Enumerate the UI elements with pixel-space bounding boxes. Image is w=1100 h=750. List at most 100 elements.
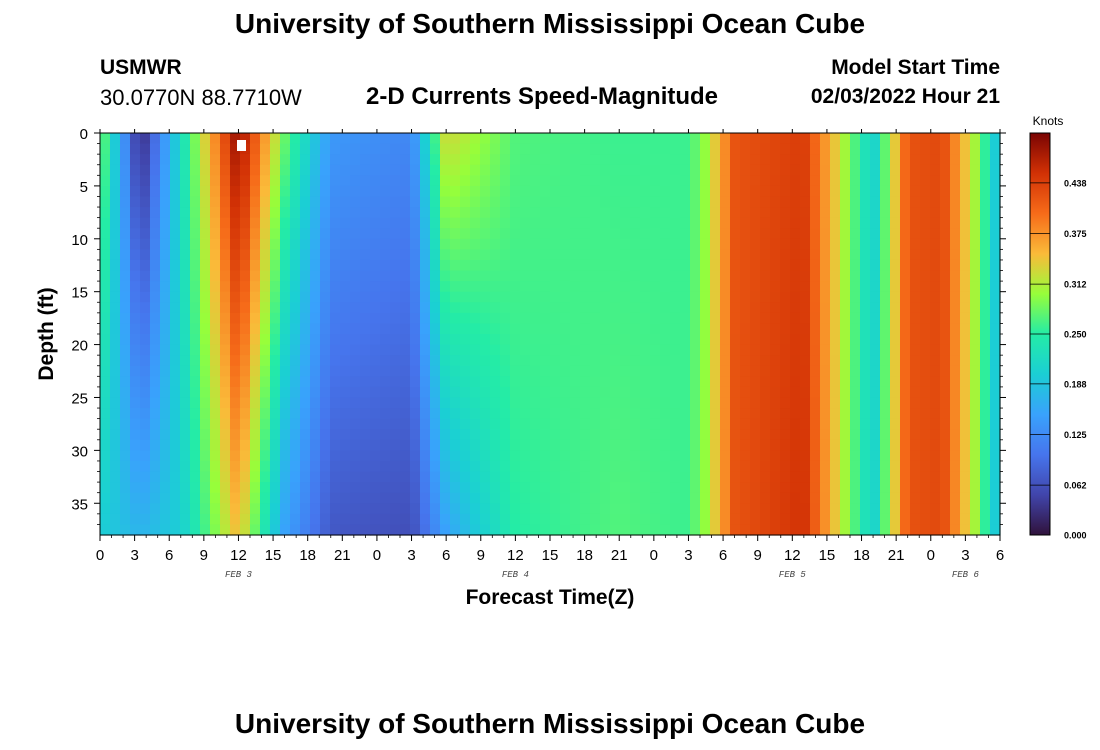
heatmap-cell <box>990 460 1001 473</box>
heatmap-cell <box>300 482 311 494</box>
heatmap-cell <box>650 185 661 198</box>
heatmap-cell <box>210 524 221 536</box>
heatmap-cell <box>180 503 191 515</box>
heatmap-cell <box>520 143 531 155</box>
heatmap-cell <box>480 513 491 526</box>
heatmap-cell <box>450 207 461 219</box>
heatmap-cell <box>550 524 561 536</box>
heatmap-cell <box>190 386 201 399</box>
heatmap-cell <box>240 408 251 420</box>
heatmap-cell <box>700 482 711 494</box>
x-tick-label: 21 <box>888 547 905 564</box>
heatmap-cell <box>830 429 841 441</box>
heatmap-cell <box>100 460 111 473</box>
heatmap-cell <box>150 344 161 356</box>
heatmap-cell <box>250 524 261 536</box>
heatmap-cell <box>720 524 731 536</box>
heatmap-cell <box>330 376 341 388</box>
heatmap-cell <box>740 164 751 176</box>
heatmap-cell <box>870 217 881 229</box>
heatmap-cell <box>880 228 891 240</box>
heatmap-cell <box>120 164 131 176</box>
heatmap-cell <box>920 312 931 325</box>
x-tick-label: 0 <box>927 547 935 564</box>
heatmap-cell <box>520 281 531 293</box>
heatmap-cell <box>640 524 651 536</box>
heatmap-cell <box>240 365 251 377</box>
heatmap-cell <box>410 376 421 388</box>
heatmap-cell <box>700 207 711 219</box>
heatmap-cell <box>730 344 741 356</box>
heatmap-cell <box>300 429 311 441</box>
heatmap-cell <box>780 418 791 430</box>
heatmap-cell <box>620 355 631 367</box>
heatmap-cell <box>150 482 161 494</box>
heatmap-cell <box>950 207 961 219</box>
heatmap-cell <box>560 418 571 430</box>
heatmap-cell <box>210 323 221 335</box>
heatmap-cell <box>810 408 821 420</box>
heatmap-cell <box>250 439 261 451</box>
heatmap-cell <box>700 154 711 166</box>
heatmap-cell <box>620 429 631 441</box>
heatmap-cell <box>840 471 851 483</box>
heatmap-cell <box>540 228 551 240</box>
heatmap-cell <box>770 418 781 430</box>
heatmap-cell <box>230 312 241 325</box>
heatmap-cell <box>580 154 591 166</box>
heatmap-cell <box>820 397 831 409</box>
heatmap-cell <box>200 450 211 462</box>
heatmap-cell <box>330 408 341 420</box>
heatmap-cell <box>150 471 161 483</box>
heatmap-cell <box>960 217 971 229</box>
heatmap-cell <box>320 164 331 176</box>
heatmap-cell <box>780 281 791 293</box>
heatmap-cell <box>270 334 281 346</box>
heatmap-cell <box>780 133 791 145</box>
heatmap-cell <box>410 133 421 145</box>
heatmap-cell <box>510 513 521 526</box>
heatmap-cell <box>630 482 641 494</box>
heatmap-cell <box>110 513 121 526</box>
heatmap-cell <box>210 154 221 166</box>
heatmap-cell <box>500 386 511 399</box>
heatmap-cell <box>620 492 631 504</box>
heatmap-cell <box>440 344 451 356</box>
heatmap-cell <box>940 238 951 250</box>
heatmap-cell <box>270 323 281 335</box>
heatmap-cell <box>800 196 811 208</box>
heatmap-cell <box>670 291 681 303</box>
heatmap-cell <box>760 492 771 504</box>
heatmap-cell <box>770 323 781 335</box>
heatmap-cell <box>460 355 471 367</box>
heatmap-cell <box>920 397 931 409</box>
heatmap-cell <box>520 482 531 494</box>
heatmap-cell <box>120 259 131 272</box>
heatmap-cell <box>970 471 981 483</box>
heatmap-cell <box>370 133 381 145</box>
heatmap-cell <box>260 291 271 303</box>
heatmap-cell <box>450 302 461 314</box>
heatmap-cell <box>450 376 461 388</box>
heatmap-cell <box>590 312 601 325</box>
heatmap-cell <box>530 513 541 526</box>
heatmap-cell <box>240 386 251 399</box>
heatmap-cell <box>260 238 271 250</box>
heatmap-cell <box>310 429 321 441</box>
heatmap-cell <box>400 217 411 229</box>
heatmap-cell <box>260 217 271 229</box>
heatmap-cell <box>820 386 831 399</box>
heatmap-cell <box>880 259 891 272</box>
heatmap-cell <box>210 365 221 377</box>
heatmap-cell <box>910 270 921 282</box>
heatmap-cell <box>120 418 131 430</box>
heatmap-cell <box>980 397 991 409</box>
heatmap-cell <box>230 344 241 356</box>
heatmap-cell <box>500 323 511 335</box>
heatmap-cell <box>840 238 851 250</box>
heatmap-cell <box>490 154 501 166</box>
heatmap-cell <box>480 418 491 430</box>
heatmap-cell <box>580 334 591 346</box>
heatmap-cell <box>310 334 321 346</box>
heatmap-cell <box>360 418 371 430</box>
